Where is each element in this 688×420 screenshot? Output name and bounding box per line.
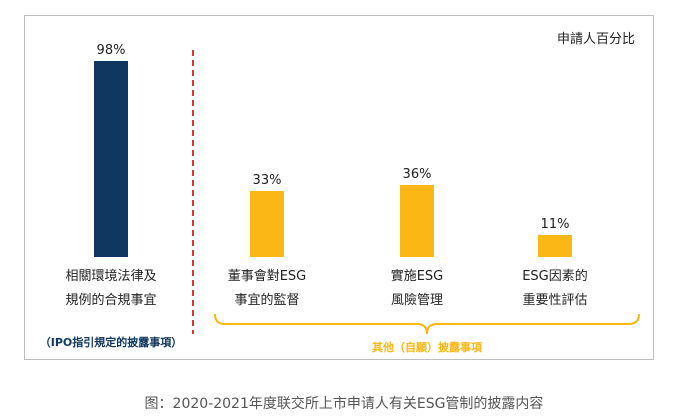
category-label-0-line-1: 規例的合規事宜 [65, 292, 156, 308]
value-label-0: 98% [97, 43, 126, 58]
category-label-1-line-1: 事宜的監督 [234, 292, 299, 308]
chart-frame: 申請人百分比 98% 33% 36% 11% 相關環境法律及 規例的合規事宜 董事會對ES… [24, 15, 654, 360]
figure-caption: 图：2020-2021年度联交所上市申请人有关ESG管制的披露内容 [144, 396, 544, 412]
category-label-2-line-1: 風險管理 [391, 293, 443, 308]
category-label-0-line-0: 相關環境法律及 [65, 269, 156, 284]
group-brace [214, 313, 640, 335]
bar-2 [400, 185, 434, 257]
value-label-2: 36% [403, 167, 432, 182]
category-label-3-line-0: ESG因素的 [522, 268, 588, 284]
bar-1 [250, 191, 284, 257]
category-label-2-line-0: 實施ESG [391, 268, 444, 284]
category-label-3-line-1: 重要性評估 [522, 292, 587, 308]
value-label-1: 33% [253, 173, 282, 188]
category-label-1-line-0: 董事會對ESG [228, 269, 307, 284]
bar-3 [538, 235, 572, 257]
bar-0 [94, 61, 128, 257]
unit-note: 申請人百分比 [557, 32, 635, 47]
group-label-required: （IPO指引規定的披露事項） [40, 335, 183, 349]
value-label-3: 11% [541, 217, 570, 232]
group-label-voluntary: 其他（自願）披露事項 [372, 340, 483, 354]
